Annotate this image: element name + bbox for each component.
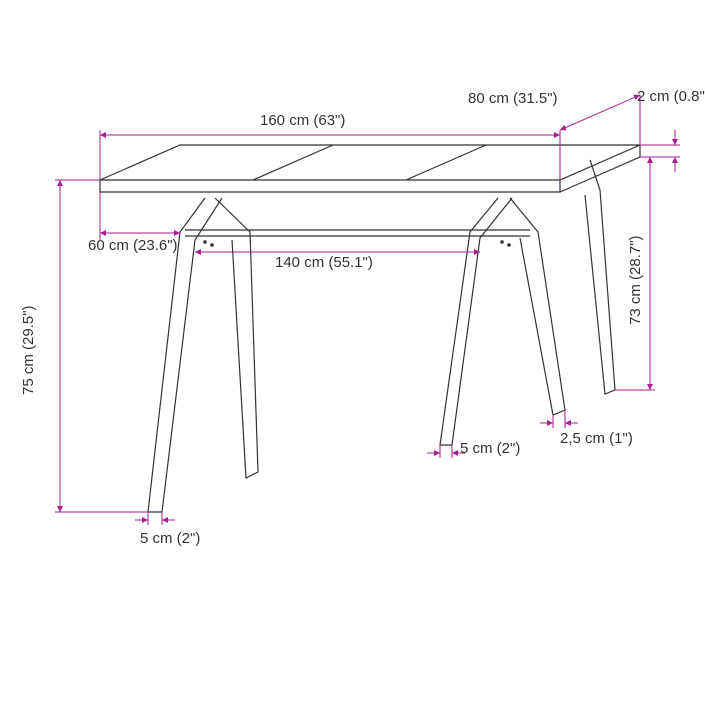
label-depth-80: 80 cm (31.5") (468, 90, 558, 107)
label-width-160: 160 cm (63") (260, 112, 345, 129)
label-inner-140: 140 cm (55.1") (275, 254, 373, 271)
label-leg-5-left: 5 cm (2") (140, 530, 200, 547)
diagram-canvas: 160 cm (63") 80 cm (31.5") 2 cm (0.8") 7… (0, 0, 705, 705)
dimension-lines (55, 95, 680, 525)
label-inner-60: 60 cm (23.6") (88, 237, 178, 254)
label-height-75: 75 cm (29.5") (20, 305, 37, 395)
label-leg-5-right: 5 cm (2") (460, 440, 520, 457)
label-leg-25: 2,5 cm (1") (560, 430, 633, 447)
label-thickness-2: 2 cm (0.8") (637, 88, 705, 105)
label-height-73: 73 cm (28.7") (627, 235, 644, 325)
table-outline (100, 145, 640, 512)
diagram-svg (0, 0, 705, 705)
